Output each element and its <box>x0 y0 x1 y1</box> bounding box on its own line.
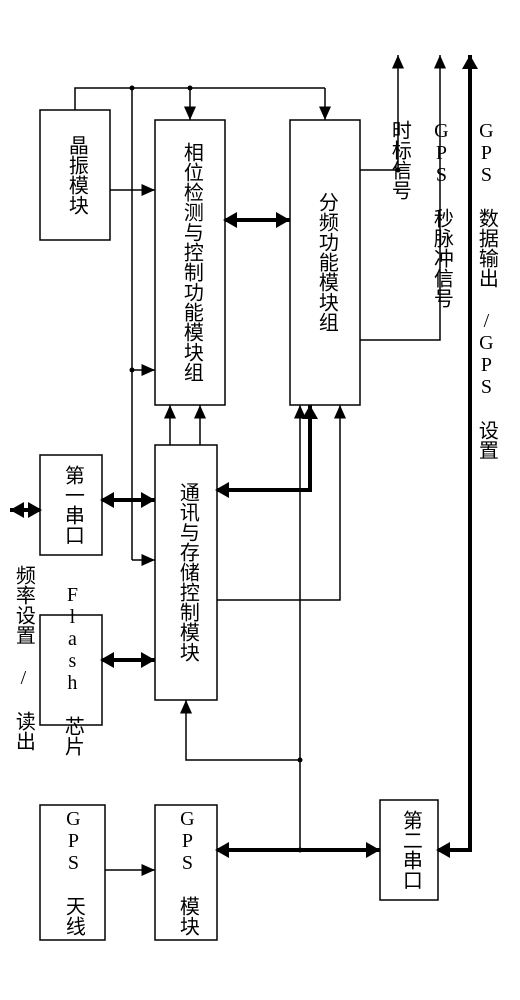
l-freqset: 频率设置 / 读出 <box>12 565 35 751</box>
j1 <box>188 86 193 91</box>
j-leftbus-top <box>130 86 135 91</box>
l-gpsdata: GPS 数据输出 /GPS 设置 <box>475 120 498 460</box>
j-leftbus-1 <box>130 368 135 373</box>
e-gps-cs <box>186 700 300 760</box>
t-s1: 第一串口 <box>61 465 84 545</box>
t-gps: GPS 模块 <box>176 808 199 936</box>
j-gps1 <box>298 848 303 853</box>
t-phase: 相位检测与控制功能模块组 <box>180 142 203 382</box>
t-div: 分频功能模块组 <box>315 192 338 332</box>
t-s2: 第二串口 <box>399 810 422 890</box>
t-flash: Flash 芯片 <box>61 584 84 756</box>
t-cs: 通讯与存储控制模块 <box>176 482 199 662</box>
j-out1 <box>396 168 401 173</box>
l-gpspulse: GPS 秒脉冲信号 <box>430 120 453 308</box>
t-osc: 晶振模块 <box>65 135 88 215</box>
diagram-clean: 晶振模块 相位检测与控制功能模块组 分频功能模块组 第一串口 通讯与存储控制模块… <box>0 0 520 1000</box>
e-cs-div <box>217 405 310 490</box>
e-cs-div-thin <box>217 405 340 600</box>
t-ant: GPS 天线 <box>62 808 85 936</box>
e-bus-h <box>75 88 325 110</box>
l-timemark: 时标信号 <box>388 120 411 200</box>
